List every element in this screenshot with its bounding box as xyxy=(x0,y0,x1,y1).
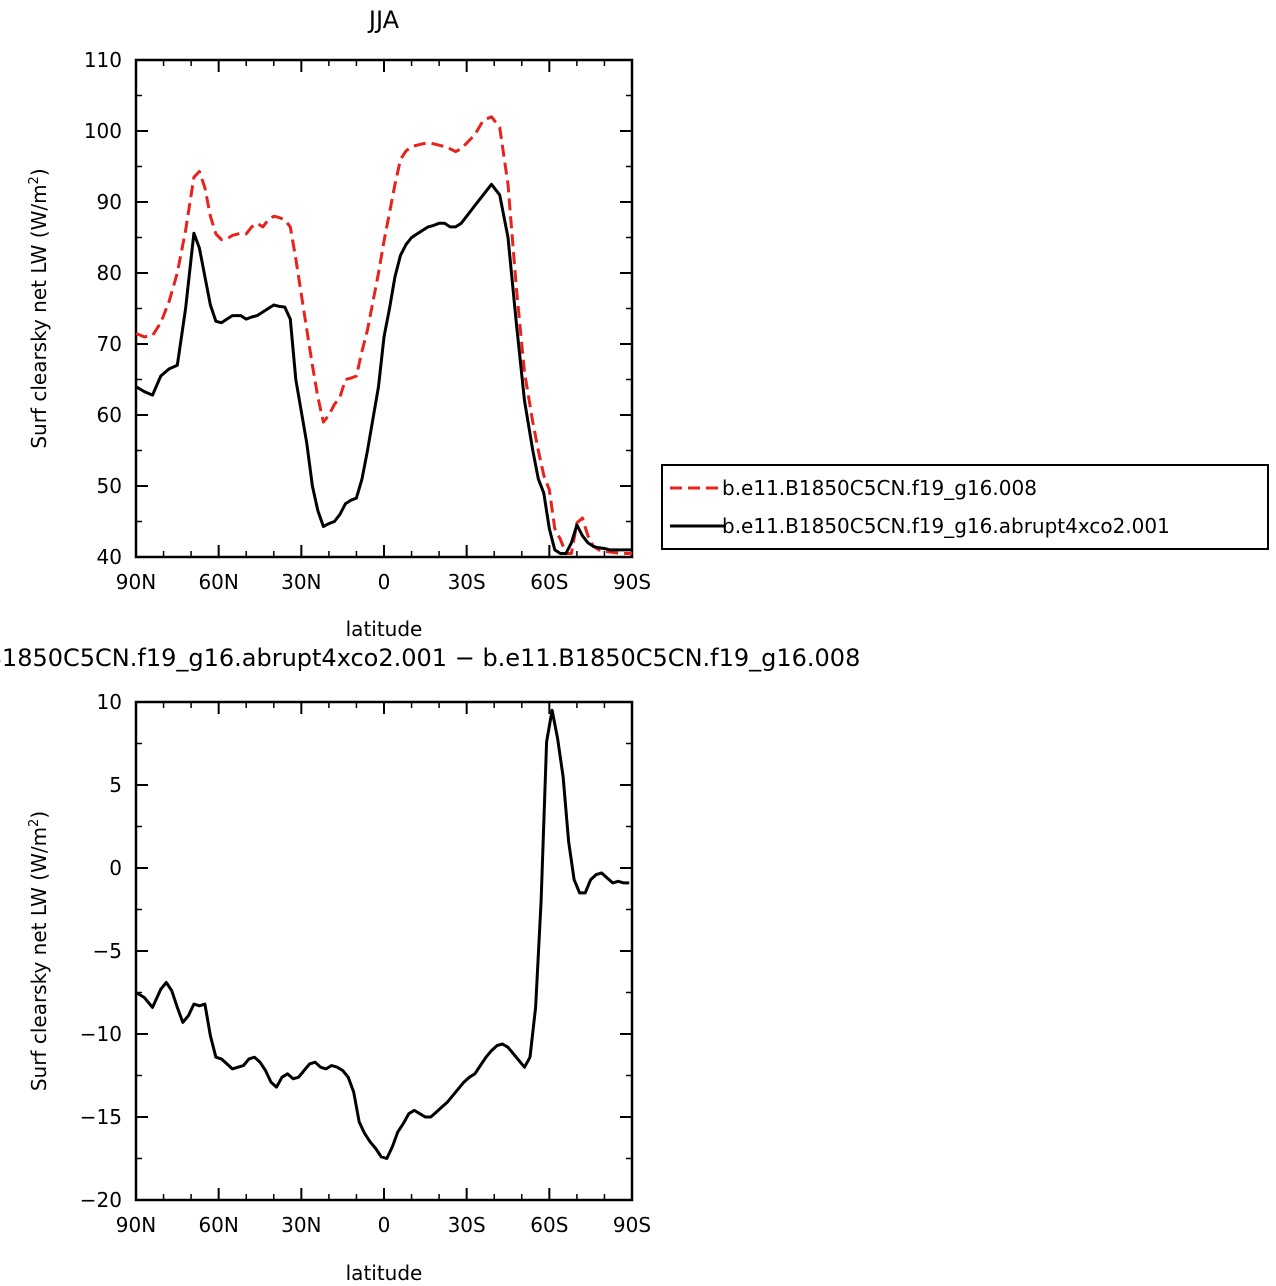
x-tick-label: 0 xyxy=(378,570,391,594)
y-tick-label: 90 xyxy=(97,190,122,214)
x-tick-label: 90N xyxy=(116,570,156,594)
legend: b.e11.B1850C5CN.f19_g16.008 b.e11.B1850C5… xyxy=(661,464,1269,550)
x-tick-label: 60N xyxy=(198,1213,238,1237)
x-tick-label: 30N xyxy=(281,1213,321,1237)
y-tick-label: 60 xyxy=(97,403,122,427)
y-tick-label: 80 xyxy=(97,261,122,285)
legend-label-1: b.e11.B1850C5CN.f19_g16.008 xyxy=(722,476,1037,500)
series-line-1 xyxy=(136,708,630,1160)
x-tick-label: 30S xyxy=(448,1213,486,1237)
y-tick-label: 5 xyxy=(109,773,122,797)
y-tick-label: −5 xyxy=(93,939,122,963)
y-tick-label: −20 xyxy=(80,1188,122,1212)
chart-title: b.e11.B1850C5CN.f19_g16.abrupt4xco2.001 … xyxy=(0,644,860,672)
legend-box xyxy=(661,464,1269,550)
x-axis-label: latitude xyxy=(346,1261,423,1285)
y-axis-label: Surf clearsky net LW (W/m2) xyxy=(27,168,51,448)
x-tick-label: 60S xyxy=(530,570,568,594)
y-tick-label: 70 xyxy=(97,332,122,356)
x-tick-label: 30N xyxy=(281,570,321,594)
y-axis-label: Surf clearsky net LW (W/m2) xyxy=(27,811,51,1091)
series-line-1 xyxy=(136,115,632,555)
y-tick-label: 10 xyxy=(97,690,122,714)
chart-title: JJA xyxy=(367,6,400,34)
y-tick-label: 110 xyxy=(84,48,122,72)
legend-label-2: b.e11.B1850C5CN.f19_g16.abrupt4xco2.001 xyxy=(722,514,1170,538)
x-tick-label: 60N xyxy=(198,570,238,594)
plot-frame xyxy=(134,700,634,1202)
x-tick-label: 30S xyxy=(448,570,486,594)
y-tick-label: −10 xyxy=(80,1022,122,1046)
chart-2: b.e11.B1850C5CN.f19_g16.abrupt4xco2.001 … xyxy=(0,644,860,1285)
series-line-2 xyxy=(136,182,632,555)
x-axis-label: latitude xyxy=(346,617,423,641)
y-tick-label: 100 xyxy=(84,119,122,143)
x-tick-label: 90N xyxy=(116,1213,156,1237)
x-tick-label: 60S xyxy=(530,1213,568,1237)
x-tick-label: 0 xyxy=(378,1213,391,1237)
y-tick-label: 0 xyxy=(109,856,122,880)
x-tick-label: 90S xyxy=(613,570,651,594)
y-tick-label: 50 xyxy=(97,474,122,498)
y-tick-label: 40 xyxy=(97,545,122,569)
chart-1: JJA 90N 60N 30N 0 30S 60S 90S 40 50 60 70 80 90 100 110… xyxy=(27,6,1269,641)
y-tick-label: −15 xyxy=(80,1105,122,1129)
x-tick-label: 90S xyxy=(613,1213,651,1237)
